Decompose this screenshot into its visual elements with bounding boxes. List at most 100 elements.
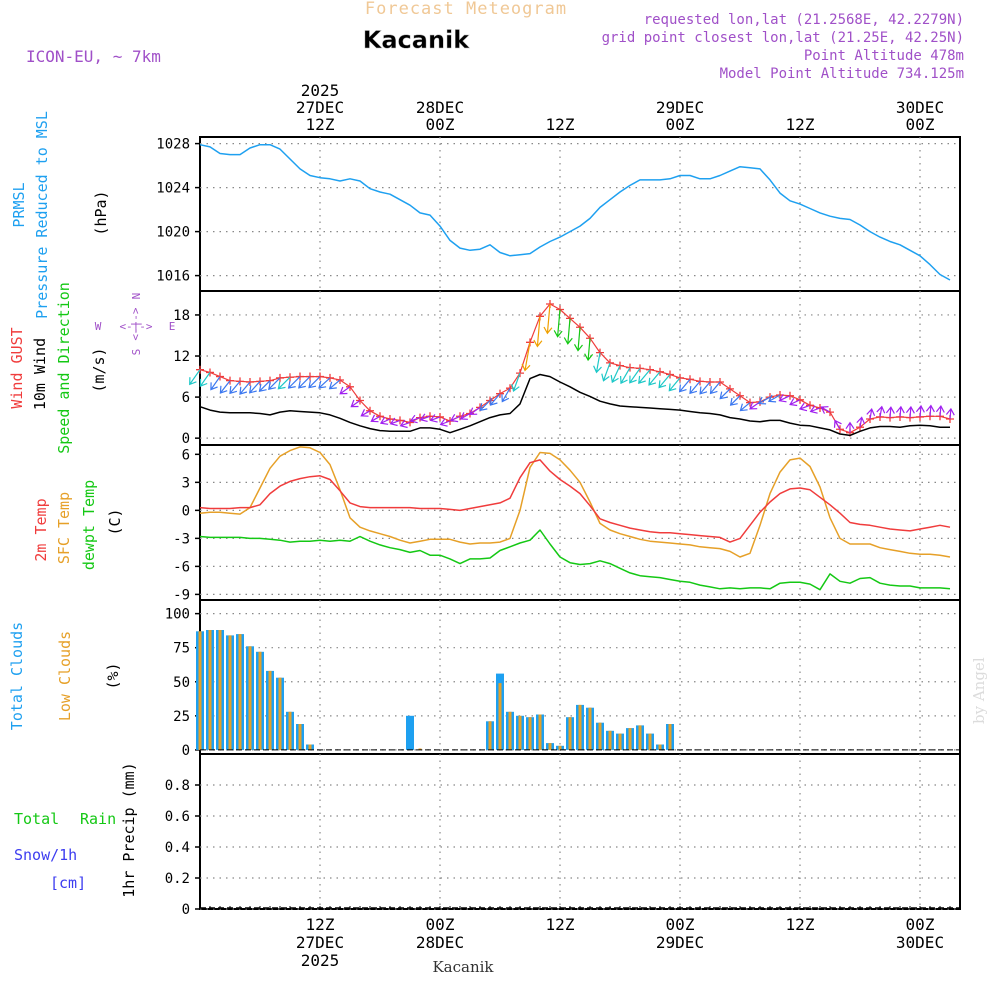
wind-direction-arrow xyxy=(678,378,691,393)
model-altitude: Model Point Altitude 734.125m xyxy=(720,66,964,82)
wind-direction-arrow xyxy=(925,404,935,417)
compass-south: S xyxy=(130,349,143,356)
wind-frame xyxy=(199,290,961,446)
wind-direction-arrow xyxy=(419,413,431,422)
wind-ytick-label: 12 xyxy=(173,349,190,365)
wind-direction-arrow xyxy=(268,377,281,390)
wind-label-gust: Wind GUST xyxy=(8,327,26,408)
cloud-ytick-label: 50 xyxy=(173,675,190,691)
cloud-low-bar xyxy=(258,651,262,750)
cloud-low-bar xyxy=(618,733,622,750)
cloud-low-bar xyxy=(528,717,532,750)
wind-direction-arrow xyxy=(219,380,231,394)
bottom-time-label: 00Z xyxy=(666,915,695,934)
cloud-low-bar xyxy=(578,704,582,750)
precip-label-rain: Rain xyxy=(80,810,116,828)
sfc-temp-line xyxy=(199,446,951,558)
temp-panel-labels: 2m Temp SFC Temp dewpt Temp (C) xyxy=(32,480,124,570)
precip-label-cm: [cm] xyxy=(50,874,86,892)
cloud-low-bar xyxy=(298,724,302,750)
wind-direction-arrow xyxy=(573,327,583,352)
wind-direction-arrow xyxy=(298,376,311,389)
wind-direction-arrow xyxy=(521,342,531,372)
wind-direction-arrow xyxy=(767,394,781,403)
wind-gust-marker xyxy=(296,372,304,381)
wind-direction-arrow xyxy=(379,416,391,425)
wind-direction-arrow xyxy=(689,380,701,395)
wind-gust-marker xyxy=(216,372,224,381)
wind-direction-arrow xyxy=(601,362,611,382)
bottom-time-label: 12Z xyxy=(786,915,815,934)
wind-direction-arrow xyxy=(399,419,411,429)
cloud-low-bar xyxy=(568,717,572,750)
wind-direction-arrow xyxy=(429,414,441,423)
wind-direction-arrow xyxy=(563,318,573,345)
wind-gust-marker xyxy=(386,414,394,423)
temp-label-dewpt: dewpt Temp xyxy=(80,480,98,570)
wind-direction-arrow xyxy=(658,374,671,389)
wind-label-speed-dir: Speed and Direction xyxy=(55,282,73,454)
wind-direction-arrow xyxy=(845,421,855,433)
wind-direction-arrow xyxy=(318,377,331,389)
wind-direction-arrow xyxy=(789,397,801,407)
compass-bar-v: <-|-> xyxy=(129,307,142,340)
cloud-low-bar xyxy=(588,707,592,750)
wind-unit: (m/s) xyxy=(90,347,108,392)
pressure-label-prmsl: PRMSL xyxy=(10,182,28,227)
precip-frame xyxy=(199,753,961,910)
pressure-ytick-label: 1020 xyxy=(156,225,190,241)
compass-west: W xyxy=(95,320,102,333)
wind-direction-arrow xyxy=(749,401,761,410)
wind-direction-arrow xyxy=(339,386,351,395)
wind-direction-arrow xyxy=(469,406,481,416)
grid-point-coords: grid point closest lon,lat (21.25E, 42.2… xyxy=(602,30,964,46)
cloud-total-bar xyxy=(406,715,414,750)
wind-direction-arrow xyxy=(533,316,543,348)
wind-gust-marker xyxy=(826,408,834,417)
wind-gust-marker xyxy=(606,358,614,367)
requested-coords: requested lon,lat (21.2568E, 42.2279N) xyxy=(644,12,964,28)
wind-direction-arrow xyxy=(308,376,321,389)
pressure-label-msl: Pressure Reduced to MSL xyxy=(33,111,51,319)
wind-direction-arrow xyxy=(553,309,563,338)
pressure-frame xyxy=(199,136,961,292)
temp-ytick-label: 0 xyxy=(182,503,190,519)
compass-north: N xyxy=(130,293,143,300)
bottom-time-label: 27DEC xyxy=(296,933,344,952)
wind-gust-marker xyxy=(396,416,404,425)
wind-direction-arrow xyxy=(866,408,876,420)
cloud-low-bar xyxy=(248,646,252,750)
precip-panel-labels: Total Rain Snow/1h [cm] 1hr Precip (mm) xyxy=(14,762,138,897)
cloud-low-bar xyxy=(268,670,272,750)
cloud-low-bar xyxy=(418,748,422,750)
pressure-ytick-label: 1028 xyxy=(156,137,190,153)
footer-location: Kacanik xyxy=(432,958,494,976)
cloud-ytick-label: 0 xyxy=(182,743,190,759)
cloud-label-total: Total Clouds xyxy=(8,622,26,730)
temp-ytick-label: -3 xyxy=(173,531,190,547)
wind-direction-arrow xyxy=(409,414,421,424)
wind-direction-arrow xyxy=(328,379,341,390)
cloud-low-bar xyxy=(488,721,492,750)
wind-gust-marker xyxy=(226,376,234,385)
precip-ytick-label: 0.6 xyxy=(165,809,190,825)
wind-direction-arrow xyxy=(856,416,866,428)
cloud-ytick-label: 25 xyxy=(173,709,190,725)
wind-direction-arrow xyxy=(239,381,251,395)
precip-label-total: Total xyxy=(14,810,59,828)
wind-gust-marker xyxy=(686,375,694,384)
bottom-time-label: 30DEC xyxy=(896,933,944,952)
top-time-label: 28DEC xyxy=(416,98,464,117)
wind-direction-arrow xyxy=(778,394,791,403)
temp-ytick-label: -9 xyxy=(173,587,190,603)
wind-direction-arrow xyxy=(610,365,621,384)
top-time-label: 00Z xyxy=(666,115,695,134)
cloud-low-bar xyxy=(648,733,652,750)
temp-2m-line xyxy=(199,459,951,543)
wind-direction-arrow xyxy=(258,380,271,392)
wind-gust-marker xyxy=(726,384,734,393)
model-label: ICON-EU, ~ 7km xyxy=(26,47,161,66)
wind-gust-marker xyxy=(316,372,324,381)
wind-panel: 0 6 12 18 xyxy=(173,290,961,447)
